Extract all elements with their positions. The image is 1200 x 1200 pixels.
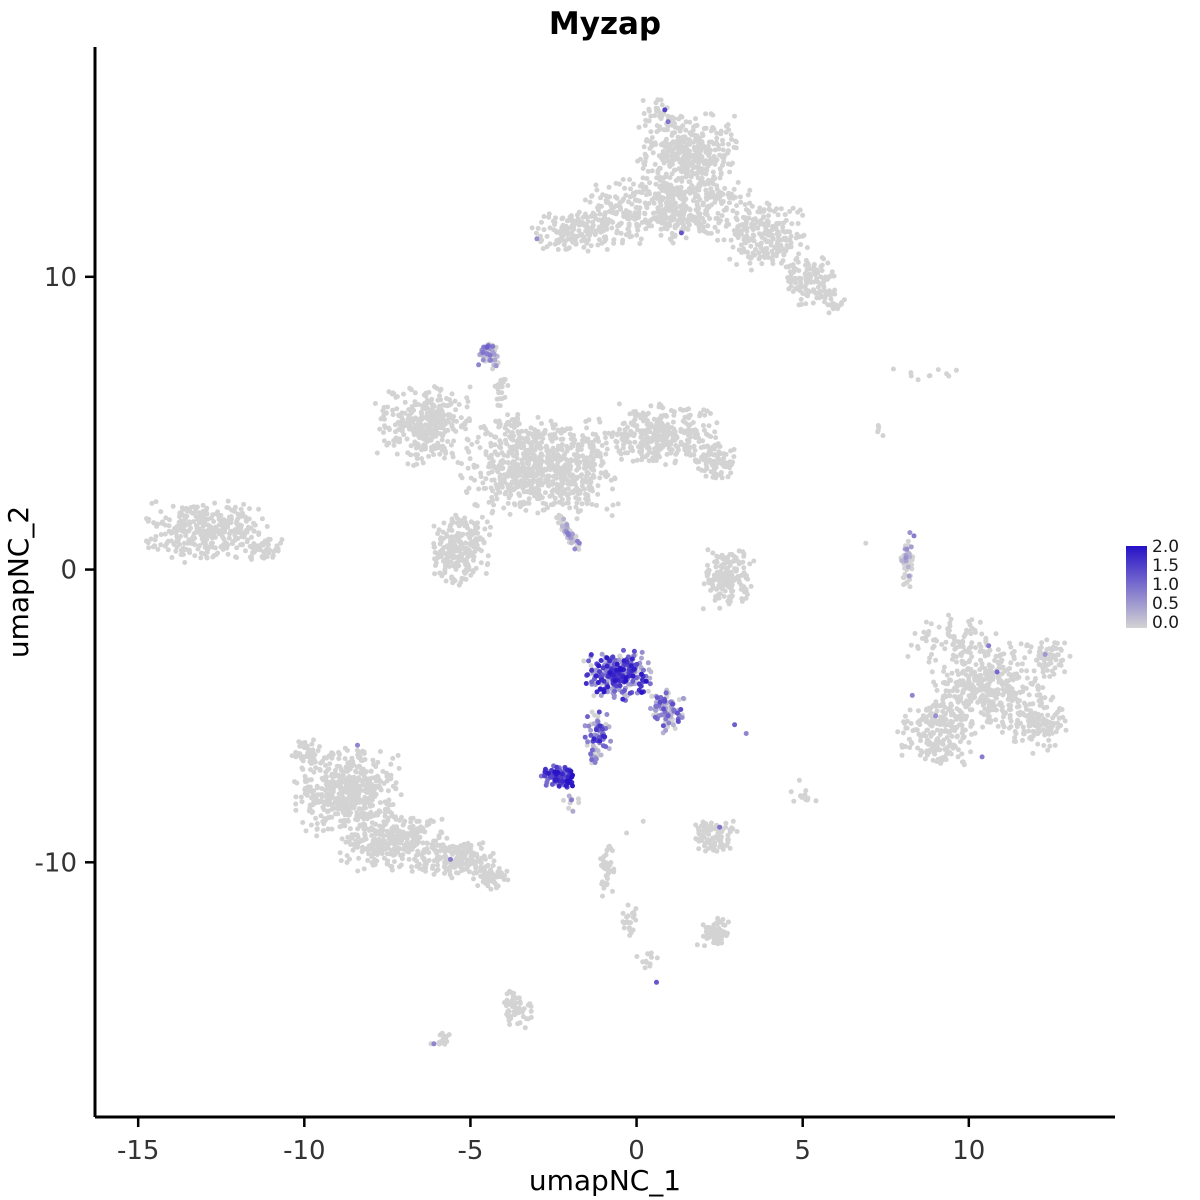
x-axis-label: umapNC_1 xyxy=(529,1164,681,1197)
y-axis-label: umapNC_2 xyxy=(2,506,35,658)
y-tick-label: 10 xyxy=(44,263,77,293)
legend-gradient-bar xyxy=(1126,546,1147,628)
legend-labels: 2.01.51.00.50.0 xyxy=(1152,537,1179,633)
x-tick-label: 10 xyxy=(952,1136,985,1166)
legend-tick-label: 0.0 xyxy=(1152,613,1179,633)
axes: -15 -10 -5 0 5 10 10 0 -10 xyxy=(35,47,1115,1166)
x-tick-label: -15 xyxy=(117,1136,159,1166)
legend-tick-label: 2.0 xyxy=(1152,537,1179,557)
legend-tick-label: 1.0 xyxy=(1152,575,1179,595)
x-tick-label: -10 xyxy=(283,1136,325,1166)
x-tick-label: 0 xyxy=(628,1136,645,1166)
x-tick-label: -5 xyxy=(457,1136,483,1166)
color-legend: 2.01.51.00.50.0 xyxy=(1126,537,1179,633)
plot-title: Myzap xyxy=(549,6,661,42)
scatter-points xyxy=(143,97,1073,1047)
y-tick-label: -10 xyxy=(35,848,77,878)
y-tick-label: 0 xyxy=(60,556,77,586)
legend-tick-label: 0.5 xyxy=(1152,594,1179,614)
x-tick-label: 5 xyxy=(794,1136,811,1166)
legend-tick-label: 1.5 xyxy=(1152,556,1179,576)
